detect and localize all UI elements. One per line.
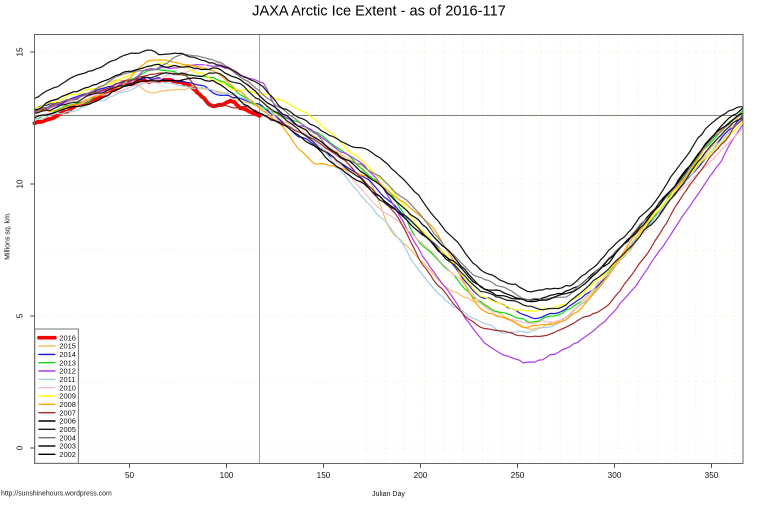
svg-text:5: 5 xyxy=(16,313,25,318)
svg-text:150: 150 xyxy=(317,471,331,480)
svg-text:2003: 2003 xyxy=(59,442,76,451)
svg-text:Millions sq. km.: Millions sq. km. xyxy=(5,212,12,260)
svg-text:2005: 2005 xyxy=(59,425,76,434)
svg-text:10: 10 xyxy=(16,179,25,189)
svg-text:100: 100 xyxy=(220,471,234,480)
svg-text:2013: 2013 xyxy=(59,358,76,367)
svg-text:2007: 2007 xyxy=(59,408,76,417)
svg-text:15: 15 xyxy=(16,47,25,57)
svg-text:2008: 2008 xyxy=(59,400,76,409)
svg-text:JAXA Arctic Ice Extent - as of: JAXA Arctic Ice Extent - as of 2016-117 xyxy=(252,4,506,20)
svg-text:2006: 2006 xyxy=(59,417,76,426)
svg-text:200: 200 xyxy=(414,471,428,480)
svg-text:350: 350 xyxy=(705,471,719,480)
svg-text:2014: 2014 xyxy=(59,350,76,359)
svg-text:Julian Day: Julian Day xyxy=(372,491,405,498)
svg-text:250: 250 xyxy=(511,471,525,480)
svg-text:http://sunshinehours.wordpress: http://sunshinehours.wordpress.com xyxy=(1,491,112,498)
svg-text:2016: 2016 xyxy=(59,333,76,342)
svg-text:2012: 2012 xyxy=(59,367,76,376)
svg-text:2002: 2002 xyxy=(59,450,76,459)
svg-text:2011: 2011 xyxy=(59,375,75,384)
svg-text:2009: 2009 xyxy=(59,392,76,401)
svg-text:0: 0 xyxy=(16,445,25,450)
svg-text:300: 300 xyxy=(608,471,622,480)
svg-text:2010: 2010 xyxy=(59,383,76,392)
svg-text:50: 50 xyxy=(125,471,135,480)
svg-text:2015: 2015 xyxy=(59,342,76,351)
svg-text:2004: 2004 xyxy=(59,433,76,442)
